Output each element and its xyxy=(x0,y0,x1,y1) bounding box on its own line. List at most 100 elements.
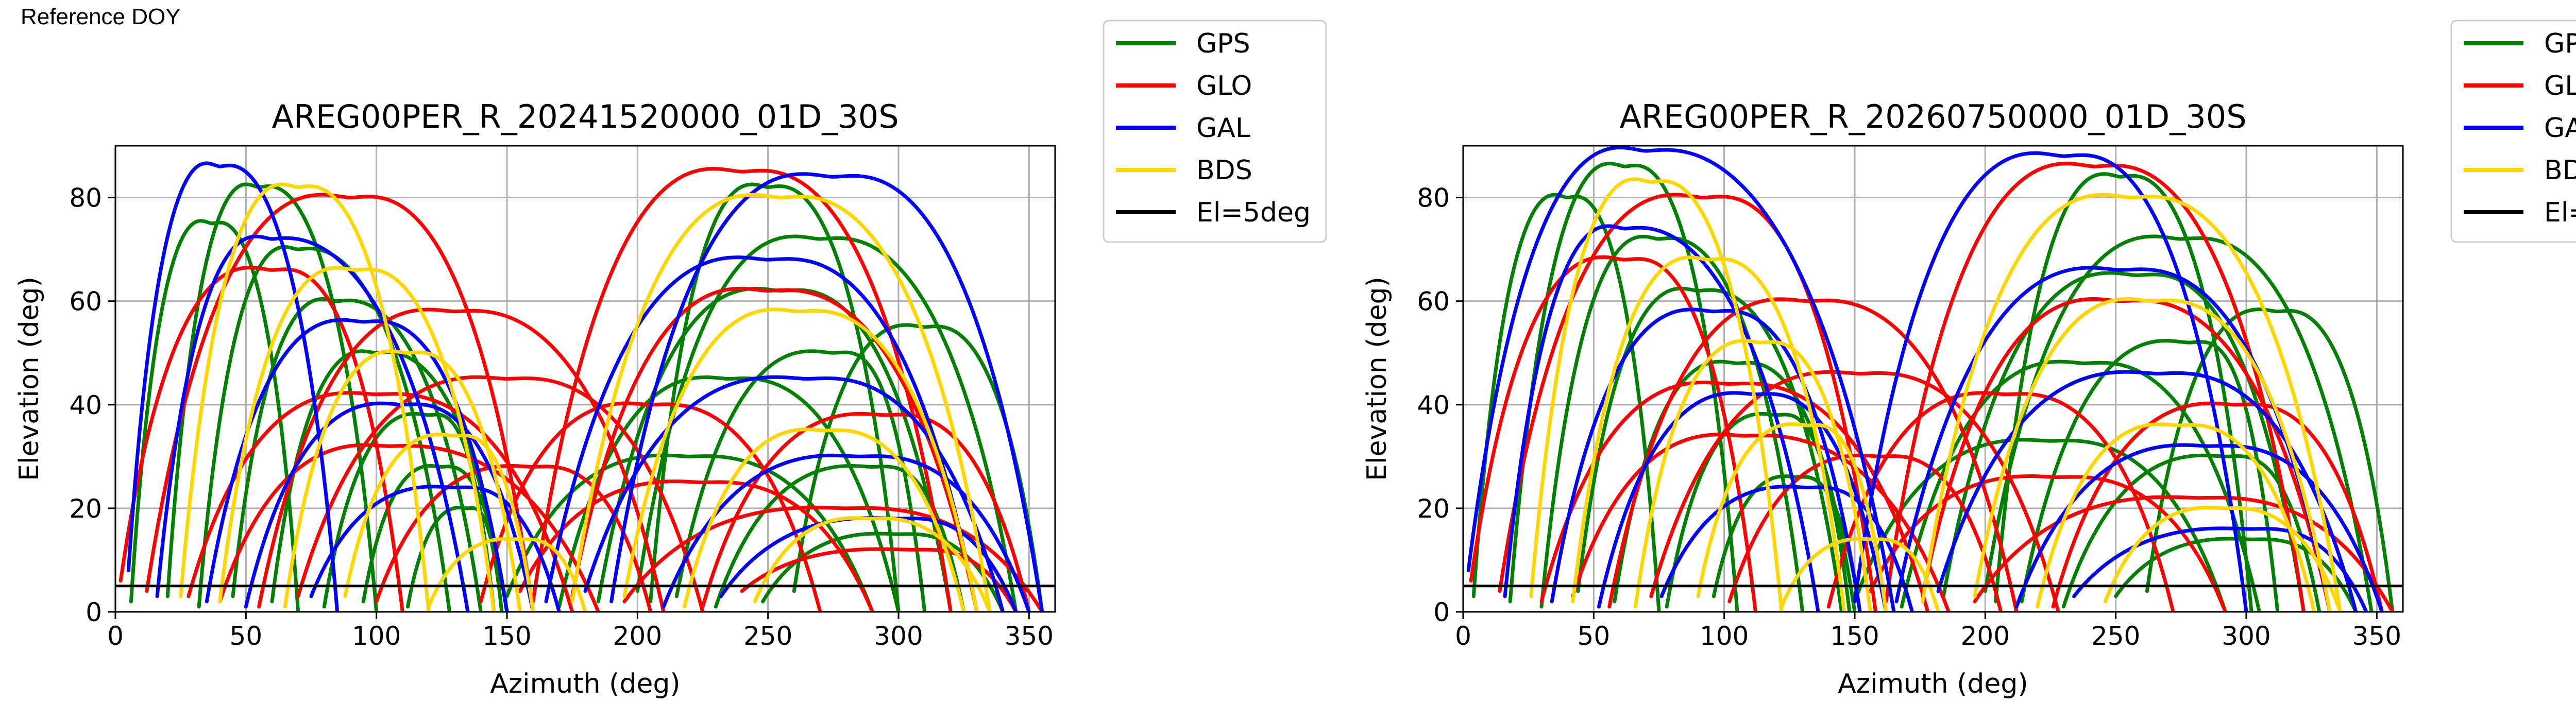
satellite-arc xyxy=(155,234,470,612)
series-bds xyxy=(179,182,992,612)
satellite-arc xyxy=(1826,391,2175,612)
x-tick-label: 0 xyxy=(1455,621,1471,651)
satellite-arc xyxy=(1900,359,2261,612)
plot-frame xyxy=(1462,145,2404,613)
satellite-arc xyxy=(118,265,404,612)
satellite-arc xyxy=(375,464,653,612)
satellite-arc xyxy=(505,453,874,612)
legend-label: BDS xyxy=(2544,155,2576,186)
satellite-arc xyxy=(2103,505,2342,612)
legend-label: GLO xyxy=(2544,71,2576,101)
x-tick-label: 250 xyxy=(2091,621,2140,651)
y-tick-label: 20 xyxy=(1417,494,1450,524)
satellite-arc xyxy=(405,506,504,612)
chart-title: AREG00PER_R_20241520000_01D_30S xyxy=(272,98,899,135)
y-tick-label: 0 xyxy=(86,597,102,627)
satellite-arc xyxy=(518,479,874,612)
legend-label: El=5deg xyxy=(1196,197,1311,228)
satellite-arc xyxy=(701,412,1031,612)
satellite-arc xyxy=(343,433,535,612)
satellite-arc xyxy=(1921,297,2332,612)
satellite-arc xyxy=(1780,537,1940,612)
satellite-tracks xyxy=(1466,146,2395,612)
satellite-arc xyxy=(1696,422,1888,612)
x-tick-label: 300 xyxy=(2222,621,2270,651)
satellite-arc xyxy=(361,464,509,612)
x-tick-label: 50 xyxy=(230,621,263,651)
y-tick-label: 40 xyxy=(1417,390,1450,420)
satellite-arc xyxy=(126,161,340,612)
satellite-arc xyxy=(1471,193,1661,612)
x-tick-label: 50 xyxy=(1578,621,1611,651)
satellite-arc xyxy=(622,307,979,612)
y-tick-label: 60 xyxy=(1417,287,1450,317)
satellite-arc xyxy=(1983,234,2374,612)
y-tick-label: 0 xyxy=(1433,597,1450,627)
satellite-arc xyxy=(2020,339,2280,612)
satellite-arc xyxy=(1469,255,1757,612)
satellite-arc xyxy=(1633,339,1872,612)
satellite-arc xyxy=(296,375,705,612)
y-tick-label: 80 xyxy=(69,183,102,213)
satellite-arc xyxy=(683,427,966,612)
y-tick-label: 60 xyxy=(69,287,102,317)
x-axis-label: Azimuth (deg) xyxy=(1838,668,2028,699)
legend-label: GLO xyxy=(1196,71,1252,101)
series-bds xyxy=(1529,177,2342,612)
legend-label: GAL xyxy=(1196,113,1250,144)
satellite-arc xyxy=(740,547,1018,612)
x-tick-label: 100 xyxy=(352,621,401,651)
satellite-arc xyxy=(1649,370,2060,612)
satellite-arc xyxy=(544,255,979,612)
satellite-arc xyxy=(1936,370,2358,612)
satellite-arc xyxy=(792,323,1044,612)
x-tick-label: 350 xyxy=(1005,621,1054,651)
satellite-arc xyxy=(1503,224,1820,612)
satellite-arc xyxy=(662,453,1031,612)
y-tick-label: 20 xyxy=(69,494,102,524)
axes: 0 50 100 150 200 250 300 350 0 20 40 60 80 xyxy=(1417,183,2401,651)
satellite-arc xyxy=(2051,401,2384,612)
satellite-arc xyxy=(1466,146,1896,612)
satellite-arc xyxy=(531,167,953,612)
chart-title: AREG00PER_R_20260750000_01D_30S xyxy=(1619,98,2246,135)
legend-label: GAL xyxy=(2544,113,2576,144)
axes: 0 50 100 150 200 250 300 350 0 20 40 60 80 xyxy=(69,183,1054,651)
satellite-arc xyxy=(570,286,979,612)
x-tick-label: 300 xyxy=(874,621,923,651)
satellite-arc xyxy=(609,172,1044,612)
satellite-arc xyxy=(1659,485,1914,612)
x-tick-label: 250 xyxy=(743,621,792,651)
legend-label: El=5deg xyxy=(2544,197,2576,228)
legend-box xyxy=(1103,20,1327,243)
satellite-arc xyxy=(179,182,431,612)
satellite-arc xyxy=(1884,162,2306,612)
satellite-arc xyxy=(218,443,600,612)
legend-label: GPS xyxy=(1196,28,1250,59)
x-tick-label: 350 xyxy=(2352,621,2401,651)
x-tick-label: 150 xyxy=(482,621,531,651)
x-tick-label: 100 xyxy=(1700,621,1749,651)
satellite-arc xyxy=(1665,412,1852,612)
satellite-arc xyxy=(283,349,522,612)
satellite-arc xyxy=(1508,162,1739,612)
legend-box xyxy=(2450,20,2576,243)
legend: GPS GLO GAL BDS El=5deg xyxy=(1103,20,1327,243)
y-axis-label: Elevation (deg) xyxy=(1362,277,1393,481)
satellite-arc xyxy=(257,307,666,612)
x-tick-label: 200 xyxy=(1961,621,2010,651)
satellite-arc xyxy=(187,391,574,612)
satellite-arc xyxy=(129,219,300,612)
satellite-arc xyxy=(635,234,1018,612)
legend-label: BDS xyxy=(1196,155,1252,186)
legend-label: GPS xyxy=(2544,28,2576,59)
satellite-arc xyxy=(1941,271,2306,612)
satellite-arc xyxy=(427,537,587,612)
x-tick-label: 0 xyxy=(107,621,124,651)
y-axis-label: Elevation (deg) xyxy=(14,277,45,481)
satellite-arc xyxy=(649,182,901,612)
plot-frame xyxy=(114,145,1056,613)
satellite-arc xyxy=(1607,297,2019,612)
legend: GPS GLO GAL BDS El=5deg xyxy=(2450,20,2576,243)
